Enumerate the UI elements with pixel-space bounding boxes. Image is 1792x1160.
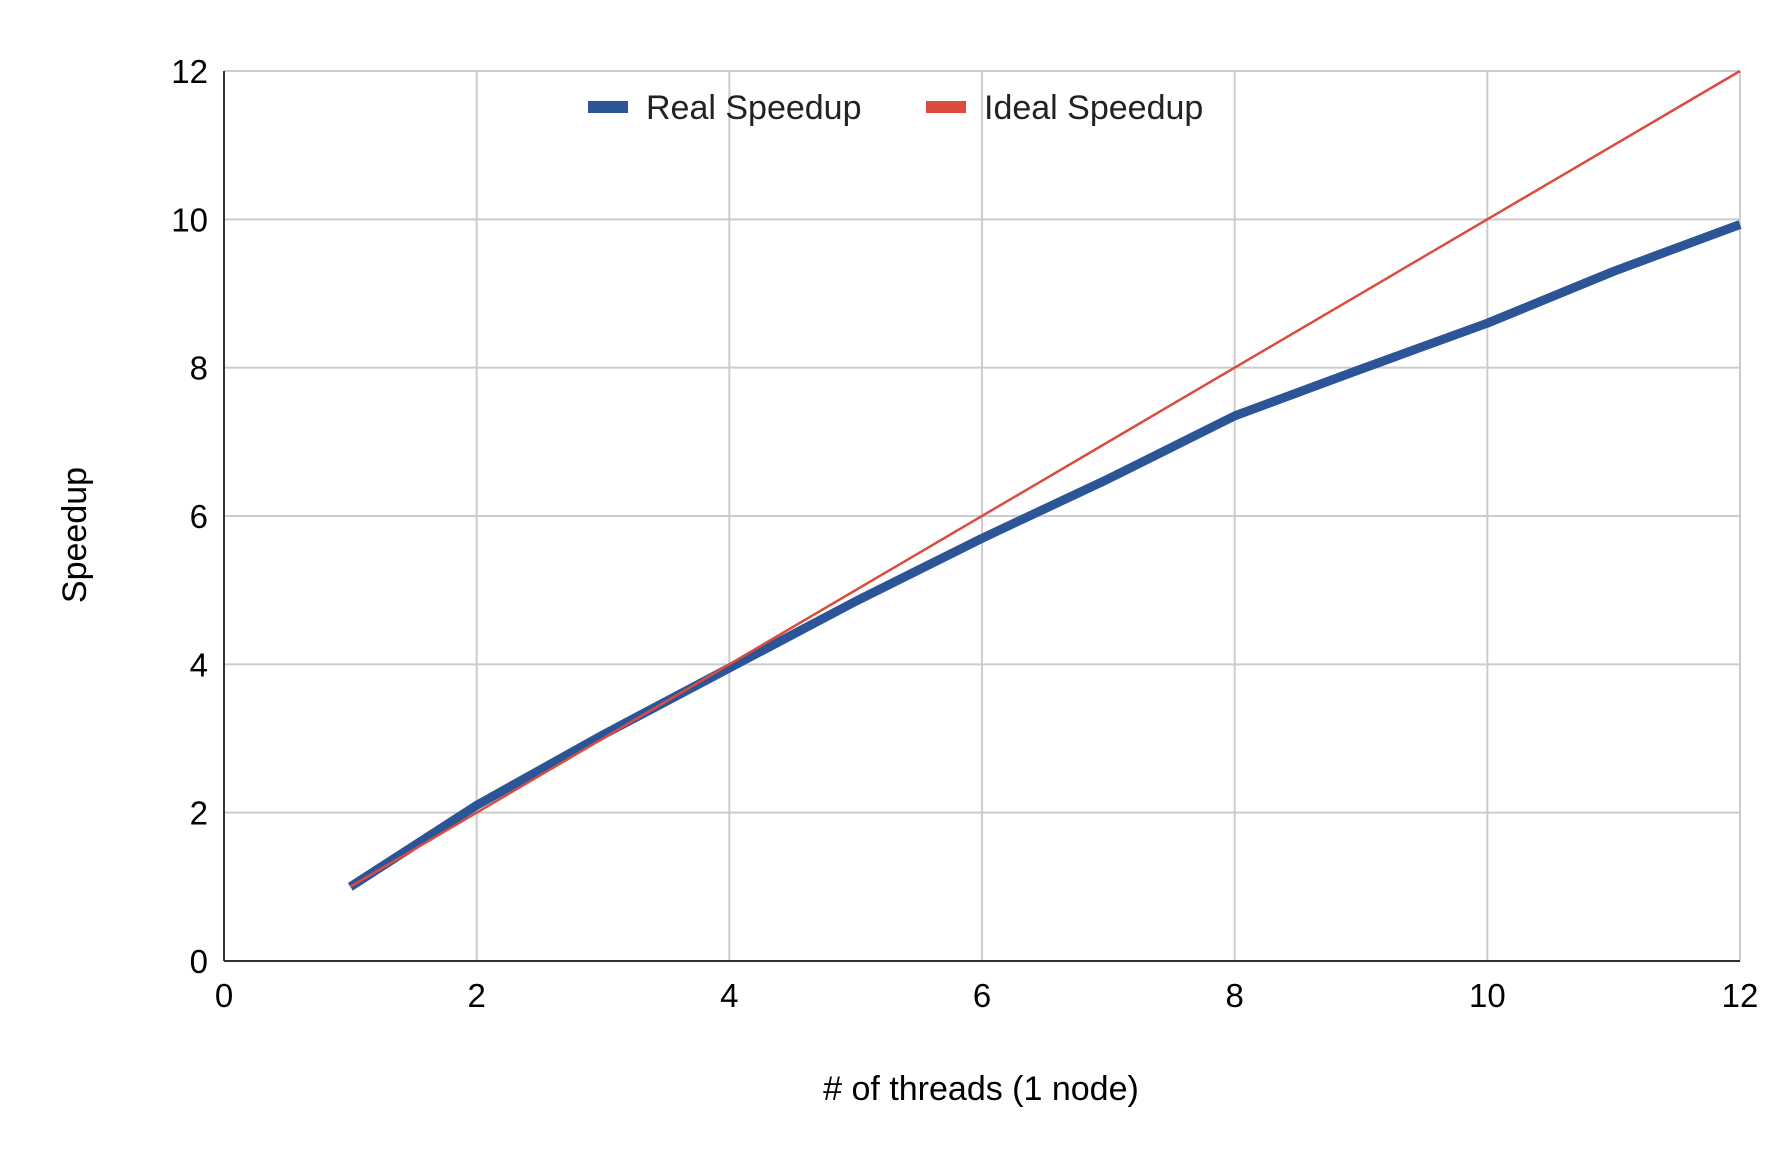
legend-label: Ideal Speedup bbox=[984, 89, 1203, 127]
y-tick-label: 10 bbox=[171, 201, 208, 238]
x-tick-label: 0 bbox=[215, 977, 233, 1014]
legend-label: Real Speedup bbox=[646, 89, 862, 127]
legend: Real Speedup Ideal Speedup bbox=[588, 89, 1203, 127]
x-axis-title: # of threads (1 node) bbox=[823, 1070, 1139, 1108]
y-axis-title: Speedup bbox=[56, 467, 94, 603]
y-tick-label: 0 bbox=[190, 943, 208, 980]
y-tick-label: 8 bbox=[190, 350, 208, 387]
x-tick-label: 2 bbox=[467, 977, 485, 1014]
series-line-ideal-speedup bbox=[349, 69, 1741, 888]
y-tick-label: 6 bbox=[190, 498, 208, 535]
series-lines bbox=[347, 69, 1742, 891]
x-tick-label: 10 bbox=[1469, 977, 1506, 1014]
x-tick-label: 4 bbox=[720, 977, 738, 1014]
y-tick-label: 2 bbox=[190, 795, 208, 832]
x-tick-label: 8 bbox=[1225, 977, 1243, 1014]
y-tick-label: 4 bbox=[190, 646, 208, 683]
series-line-real-speedup bbox=[347, 220, 1742, 891]
axes: 0 2 4 6 8 10 12 0 2 4 6 8 10 12 bbox=[171, 53, 1758, 1014]
y-tick-label: 12 bbox=[171, 53, 208, 90]
legend-swatch bbox=[926, 101, 966, 113]
legend-swatch bbox=[588, 101, 628, 113]
x-tick-label: 6 bbox=[973, 977, 991, 1014]
x-tick-label: 12 bbox=[1722, 977, 1759, 1014]
